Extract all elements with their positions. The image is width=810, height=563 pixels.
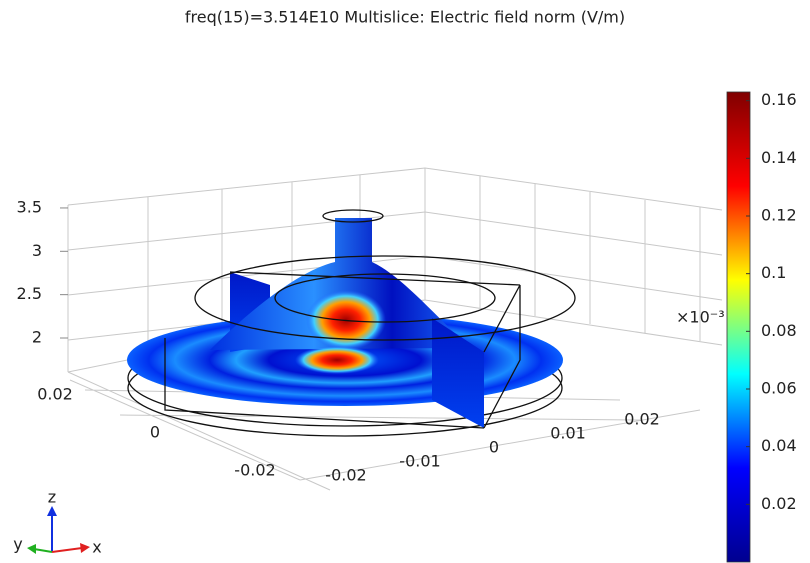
colorbar-tick-label: 0.02: [761, 494, 797, 513]
outline: [194, 255, 576, 341]
x-tick-label: -0.02: [325, 466, 366, 485]
z-tick-label: 2: [32, 328, 42, 347]
y-tick-label: 0: [150, 423, 160, 442]
field-cone: [210, 218, 470, 350]
colorbar-tick-label: 0.16: [761, 90, 797, 109]
y-tick-label: 0.02: [37, 385, 73, 404]
x-tick-label: 0.02: [624, 410, 660, 429]
field-slice: [432, 318, 484, 428]
colorbar-tick-label: 0.14: [761, 148, 797, 167]
outline: [164, 271, 521, 429]
outline: [322, 209, 384, 223]
colorbar-tick-label: 0.06: [761, 378, 797, 397]
triad-y: [33, 548, 53, 553]
colorbar: 0.02 0.04 0.06 0.08 0.1 0.12 0.14 0.16: [726, 90, 797, 563]
triad-y-head: [27, 544, 36, 554]
x-tick-label: -0.01: [399, 452, 440, 471]
z-tick-label: 2.5: [17, 284, 42, 303]
x-tick-label: 0: [489, 438, 499, 457]
z-tick-label: 3: [32, 241, 42, 260]
x-tick-label: 0.01: [550, 424, 586, 443]
triad-x: [51, 547, 83, 553]
y-tick-label: -0.02: [234, 461, 275, 480]
scene-3d: [67, 167, 723, 491]
hot-spot: [295, 346, 379, 374]
outline: [274, 273, 496, 323]
triad-x-head: [80, 543, 90, 553]
triad-label: y: [13, 535, 22, 554]
colorbar-scale: [726, 91, 751, 563]
axis-exponent: ×10⁻³: [676, 308, 725, 327]
triad-label: x: [92, 538, 101, 557]
chart-title: freq(15)=3.514E10 Multislice: Electric f…: [185, 8, 625, 27]
colorbar-tick-label: 0.1: [761, 263, 786, 282]
axis-triad: z x y: [13, 488, 101, 557]
colorbar-tick-label: 0.12: [761, 205, 797, 224]
z-tick-label: 3.5: [17, 197, 42, 216]
colorbar-tick-label: 0.04: [761, 436, 797, 455]
triad-label: z: [48, 488, 56, 507]
colorbar-tick-label: 0.08: [761, 321, 797, 340]
triad-z-head: [47, 506, 57, 516]
